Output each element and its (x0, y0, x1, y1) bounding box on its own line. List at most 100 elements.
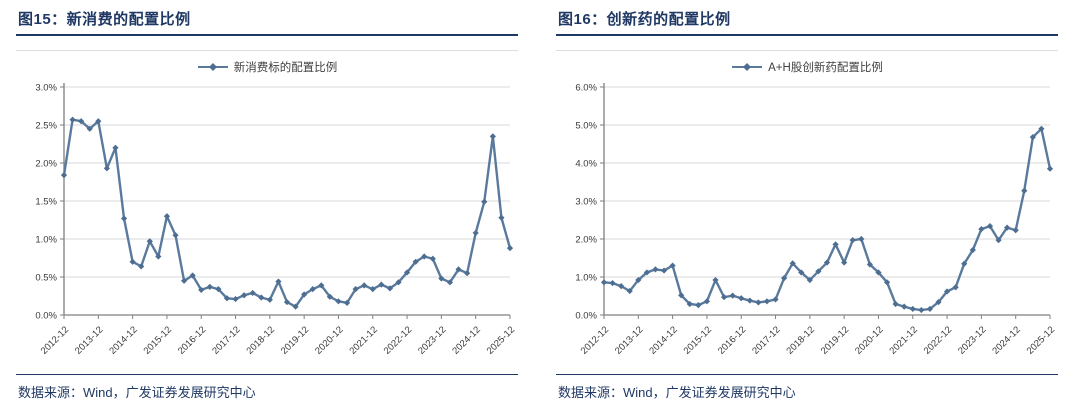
data-point (446, 279, 454, 286)
x-tick-label: 2013-12 (73, 324, 105, 356)
figure-title: 图15：新消费的配置比例 (18, 11, 191, 28)
x-tick-label: 2016-12 (716, 324, 748, 356)
line-chart-new-consumption: 0.0% 0.5% 1.0% 1.5% 2.0% 2.5% 3.0% 2012-12 2013-… (35, 83, 517, 357)
title-divider (556, 34, 1058, 36)
data-point (866, 261, 873, 268)
data-point (464, 270, 471, 277)
subtitle-divider (16, 50, 518, 51)
data-point (326, 293, 333, 300)
figure-15: 图15：新消费的配置比例 新消费标的配置比例 0.0% 0.5% 1.0% 1.5% 2… (16, 11, 518, 400)
data-point (146, 238, 153, 245)
data-point (986, 222, 994, 230)
x-tick-label: 2015-12 (142, 324, 174, 356)
series-line (602, 127, 1052, 312)
data-point (206, 283, 213, 290)
data-point (275, 278, 282, 285)
data-point (69, 116, 76, 123)
data-point (703, 298, 711, 305)
y-tick-label: 1.0% (575, 273, 597, 284)
data-point (129, 258, 136, 265)
y-tick-label: 3.0% (35, 83, 57, 94)
x-tick-label: 2025-12 (485, 324, 517, 356)
data-point (1004, 224, 1011, 231)
data-point (438, 275, 445, 282)
data-point (875, 269, 882, 276)
y-tick-label: 3.0% (575, 197, 597, 208)
data-point (823, 259, 831, 266)
data-point (763, 298, 771, 305)
data-point (746, 297, 753, 304)
data-point (969, 246, 976, 254)
x-tick-label: 2014-12 (647, 324, 679, 356)
title-divider (16, 34, 518, 36)
data-point (138, 263, 145, 270)
data-point (815, 268, 822, 275)
y-tick-label: 6.0% (575, 83, 597, 94)
y-tick-label: 1.0% (35, 235, 57, 246)
data-point (103, 165, 110, 172)
data-point (163, 213, 171, 220)
data-point (883, 279, 891, 286)
data-point (995, 237, 1002, 244)
y-tick-label: 5.0% (575, 121, 597, 132)
x-tick-label: 2023-12 (416, 324, 448, 356)
data-point (180, 277, 188, 284)
line-chart-innovative-drugs: 0.0% 1.0% 2.0% 3.0% 4.0% 5.0% 6.0% 2012-12 2013-… (575, 83, 1057, 357)
y-tick-label: 2.5% (35, 121, 57, 132)
source-divider (16, 374, 518, 375)
data-point (755, 299, 762, 306)
data-point (849, 237, 856, 244)
legend-label: 新消费标的配置比例 (233, 62, 338, 74)
x-tick-label: 2015-12 (682, 324, 714, 356)
x-tick-label: 2016-12 (176, 324, 208, 356)
x-tick-label: 2020-12 (853, 324, 885, 356)
data-point (498, 214, 505, 221)
x-tick-label: 2020-12 (313, 324, 345, 356)
x-tick-label: 2024-12 (990, 324, 1022, 356)
x-tick-label: 2025-12 (1025, 324, 1057, 356)
data-point (335, 298, 342, 305)
data-point (95, 118, 102, 125)
x-tick-label: 2017-12 (210, 324, 242, 356)
data-point (652, 266, 659, 273)
line-marker-icon (732, 63, 763, 71)
data-point (301, 291, 308, 298)
y-tick-label: 1.5% (35, 197, 57, 208)
data-point (1021, 187, 1028, 194)
legend-label: A+H股创新药配置比例 (768, 62, 883, 74)
x-tick-label: 2023-12 (956, 324, 988, 356)
data-point (112, 144, 119, 151)
x-tick-label: 2013-12 (613, 324, 645, 356)
legend: 新消费标的配置比例 (16, 58, 518, 76)
data-point (926, 305, 934, 313)
data-point (961, 260, 968, 267)
data-point (395, 279, 402, 286)
data-point (506, 245, 514, 252)
data-point (918, 306, 925, 314)
data-point (1029, 134, 1036, 141)
x-tick-label: 2018-12 (245, 324, 277, 356)
legend-diamond-icon (208, 63, 217, 71)
data-point (155, 253, 162, 260)
y-tick-label: 2.0% (35, 159, 57, 170)
data-point (78, 118, 85, 125)
y-tick-label: 2.0% (575, 235, 597, 246)
x-tick-label: 2017-12 (750, 324, 782, 356)
data-point (892, 300, 899, 308)
data-point (352, 286, 359, 293)
data-point (403, 269, 411, 276)
data-point (241, 292, 248, 299)
data-point (86, 125, 93, 132)
x-tick-label: 2022-12 (382, 324, 414, 356)
data-point (489, 133, 496, 140)
data-point (378, 281, 385, 288)
data-point (978, 226, 985, 233)
data-point (609, 279, 616, 287)
x-tick-label: 2019-12 (819, 324, 851, 356)
legend: A+H股创新药配置比例 (556, 58, 1058, 76)
y-tick-label: 4.0% (575, 159, 597, 170)
y-tick-label: 0.5% (35, 273, 57, 284)
x-tick-label: 2012-12 (579, 324, 611, 356)
data-point (1012, 227, 1019, 234)
